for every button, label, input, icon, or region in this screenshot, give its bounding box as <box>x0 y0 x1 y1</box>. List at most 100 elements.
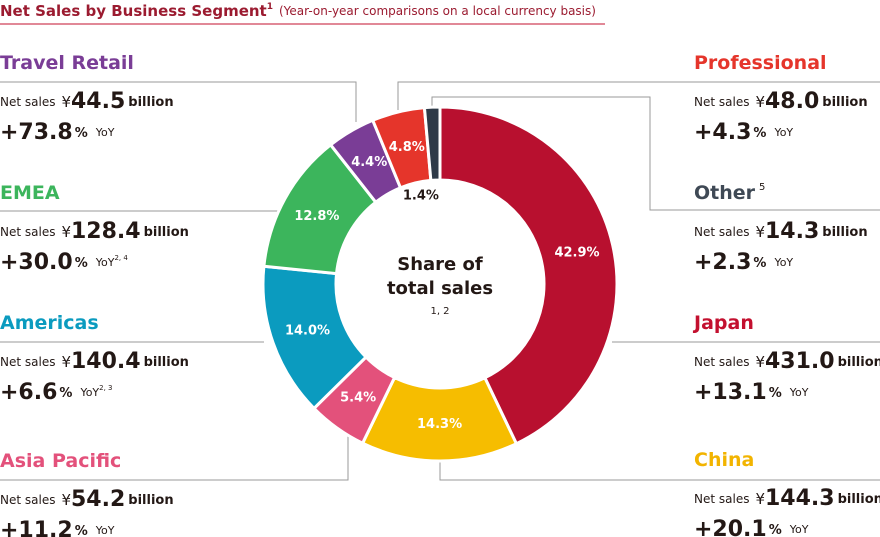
net-sales-value: 140.4 <box>71 349 141 374</box>
connectors <box>0 81 880 481</box>
yoy: YoY <box>773 126 793 139</box>
value-label: 12.8% <box>294 209 339 224</box>
value-label: 14.0% <box>285 323 330 338</box>
connector <box>397 81 880 110</box>
growth-row: +2.3% YoY <box>694 250 793 275</box>
percent: % <box>753 126 766 141</box>
segment-name-text: Americas <box>0 312 99 334</box>
net-sales-label: Net sales <box>694 355 749 369</box>
percent: % <box>75 126 88 141</box>
net-sales-row: Net sales ¥144.3 billion <box>694 486 880 511</box>
currency: ¥ <box>61 93 71 111</box>
net-sales-value: 144.3 <box>765 486 835 511</box>
percent: % <box>769 523 782 537</box>
net-sales-row: Net sales ¥128.4 billion <box>0 219 189 244</box>
value-label: 1.4% <box>403 189 439 204</box>
yoy: YoY <box>79 386 99 399</box>
unit: billion <box>822 225 867 240</box>
net-sales-label: Net sales <box>0 225 55 239</box>
percent: % <box>59 386 72 401</box>
segment-name-text: Professional <box>694 52 827 74</box>
net-sales-row: Net sales ¥48.0 billion <box>694 89 868 114</box>
unit: billion <box>838 492 880 507</box>
net-sales-label: Net sales <box>0 95 55 109</box>
yoy-note: 2, 4 <box>114 254 128 262</box>
subtitle: (Year-on-year comparisons on a local cur… <box>279 4 596 18</box>
currency: ¥ <box>61 353 71 371</box>
segment-name: Professional <box>694 52 827 74</box>
percent: % <box>753 256 766 271</box>
segment-name-text: China <box>694 449 754 471</box>
yoy: YoY <box>789 386 809 399</box>
percent: % <box>769 386 782 401</box>
segment-name: Other 5 <box>694 182 765 204</box>
currency: ¥ <box>755 93 765 111</box>
title-text: Net Sales by Business Segment <box>0 2 267 20</box>
growth-row: +30.0% YoY2, 4 <box>0 250 128 275</box>
center-label: total sales <box>387 278 493 299</box>
growth-value: +6.6 <box>0 380 57 405</box>
net-sales-value: 54.2 <box>71 487 125 512</box>
yoy: YoY <box>95 126 115 139</box>
value-label: 14.3% <box>417 417 462 432</box>
growth-value: +30.0 <box>0 250 73 275</box>
name-note: 5 <box>759 182 765 193</box>
value-label: 5.4% <box>340 391 376 406</box>
value-label: 4.4% <box>351 155 387 170</box>
yoy-note: 2, 3 <box>99 384 112 392</box>
connector <box>431 96 880 211</box>
segment-name-text: Other <box>694 182 756 204</box>
growth-value: +20.1 <box>694 517 767 537</box>
connector <box>0 81 357 122</box>
yoy: YoY <box>95 524 115 537</box>
segment-name: Asia Pacific <box>0 450 121 472</box>
net-sales-value: 128.4 <box>71 219 141 244</box>
currency: ¥ <box>755 353 765 371</box>
growth-value: +73.8 <box>0 120 73 145</box>
center-note: 1, 2 <box>430 306 449 317</box>
segment-name: EMEA <box>0 182 60 204</box>
net-sales-label: Net sales <box>694 492 749 506</box>
unit: billion <box>128 493 173 508</box>
net-sales-label: Net sales <box>0 355 55 369</box>
net-sales-value: 14.3 <box>765 219 819 244</box>
segment-name-text: Asia Pacific <box>0 450 121 472</box>
net-sales-row: Net sales ¥140.4 billion <box>0 349 189 374</box>
net-sales-value: 48.0 <box>765 89 819 114</box>
segment-name-text: Travel Retail <box>0 52 134 74</box>
segment-name: China <box>694 449 754 471</box>
net-sales-row: Net sales ¥54.2 billion <box>0 487 174 512</box>
growth-value: +2.3 <box>694 250 751 275</box>
donut-segment <box>422 105 442 183</box>
net-sales-label: Net sales <box>694 95 749 109</box>
net-sales-row: Net sales ¥14.3 billion <box>694 219 868 244</box>
growth-value: +11.2 <box>0 518 73 537</box>
net-sales-row: Net sales ¥44.5 billion <box>0 89 174 114</box>
segment-name: Americas <box>0 312 99 334</box>
segment-name: Travel Retail <box>0 52 134 74</box>
net-sales-label: Net sales <box>0 493 55 507</box>
donut-segment <box>438 105 619 446</box>
segment-name-text: Japan <box>692 312 754 334</box>
percent: % <box>75 524 88 537</box>
growth-value: +4.3 <box>694 120 751 145</box>
yoy: YoY <box>773 256 793 269</box>
connector <box>0 436 349 481</box>
currency: ¥ <box>61 491 71 509</box>
yoy: YoY <box>95 256 115 269</box>
title-note: 1 <box>267 2 273 12</box>
unit: billion <box>822 95 867 110</box>
unit: billion <box>128 95 173 110</box>
unit: billion <box>144 355 189 370</box>
net-sales-label: Net sales <box>694 225 749 239</box>
value-label: 4.8% <box>389 140 425 155</box>
currency: ¥ <box>61 223 71 241</box>
value-label: 42.9% <box>554 245 599 260</box>
growth-row: +13.1% YoY <box>694 380 809 405</box>
unit: billion <box>144 225 189 240</box>
segment-name: Japan <box>692 312 754 334</box>
net-sales-value: 44.5 <box>71 89 125 114</box>
growth-row: +73.8% YoY <box>0 120 115 145</box>
growth-row: +11.2% YoY <box>0 518 115 537</box>
